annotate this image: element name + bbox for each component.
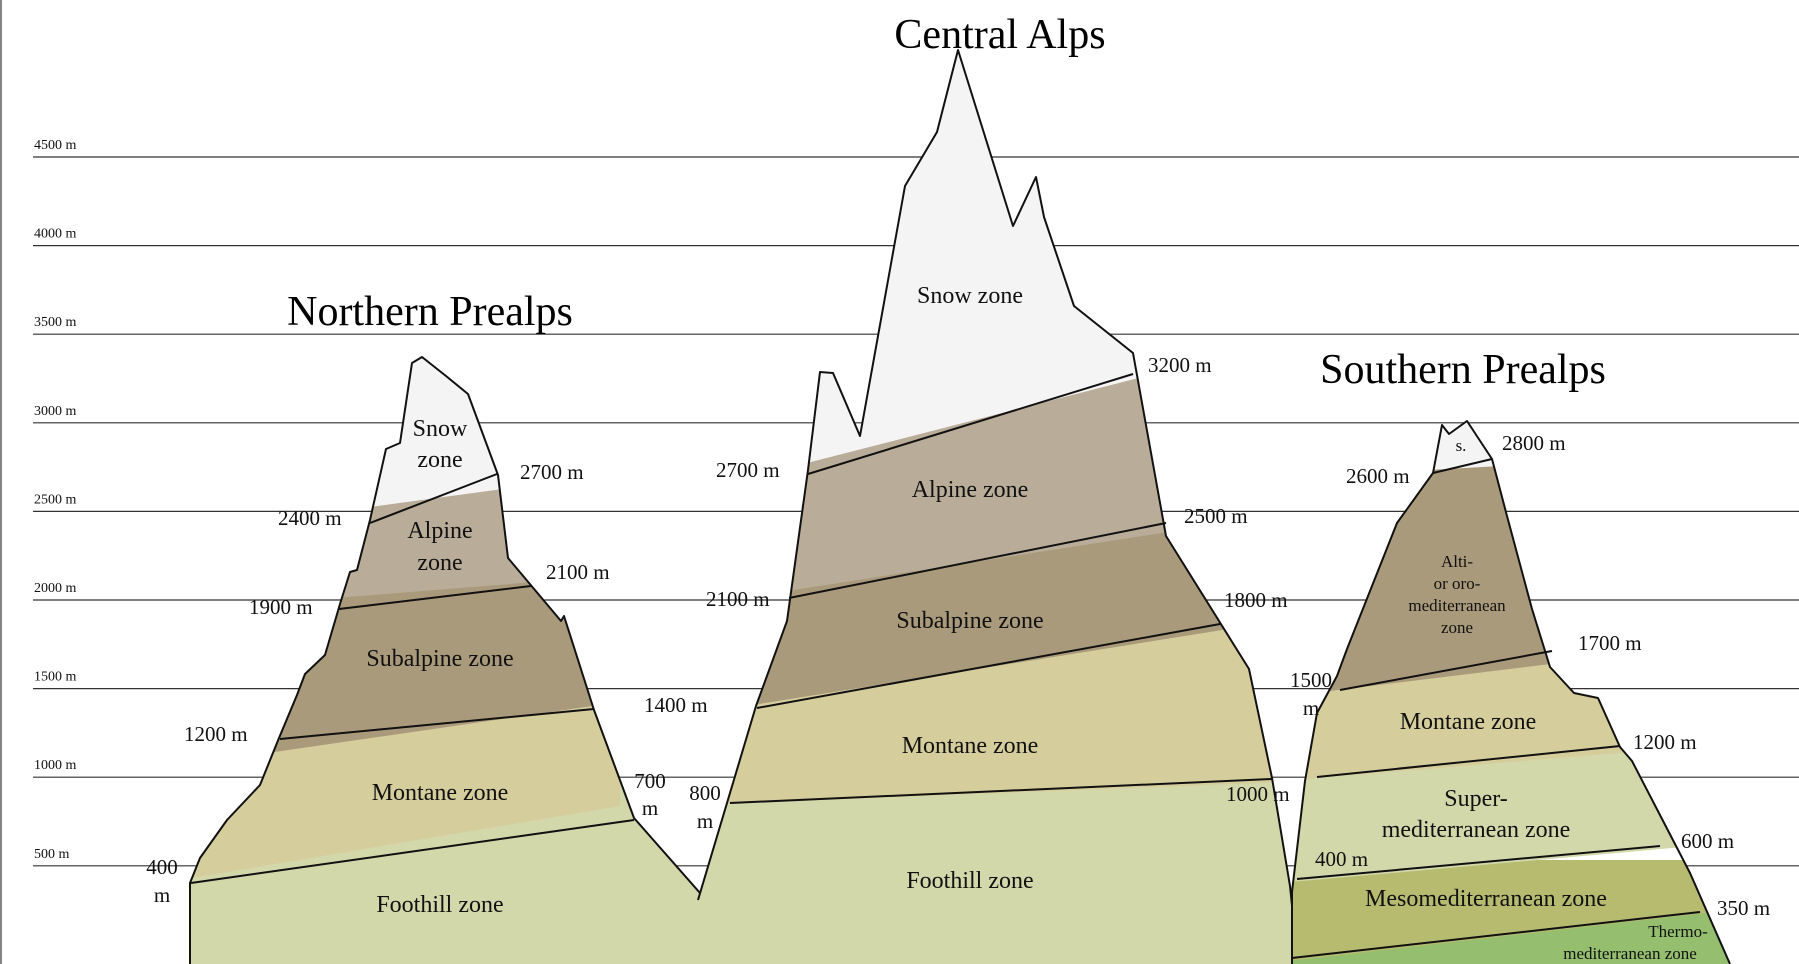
northern-outline — [189, 356, 701, 964]
northern-elev-400: 400 — [146, 855, 178, 879]
central-elev-1400: 1400 m — [644, 693, 708, 717]
southern-alti-label-2: or oro- — [1434, 574, 1481, 593]
northern-elev-400-unit: m — [154, 883, 170, 907]
southern-alti-label-4: zone — [1441, 618, 1473, 637]
northern-boundary-snow — [369, 473, 498, 524]
southern-elev-1500-unit: m — [1303, 696, 1319, 720]
central-boundary-subalpine — [756, 623, 1221, 709]
northern-boundary-subalpine — [279, 708, 595, 740]
southern-supermediterranean-band — [1292, 740, 1730, 883]
southern-elev-1700: 1700 m — [1578, 631, 1642, 655]
northern-snow-label: Snow — [413, 416, 468, 442]
central-subalpine-label: Subalpine zone — [896, 608, 1043, 634]
southern-outline — [1291, 420, 1731, 964]
southern-boundary-snow — [1432, 458, 1493, 474]
y-tick-label: 3000 m — [34, 404, 77, 419]
southern-super-label-2: mediterranean zone — [1382, 817, 1571, 843]
southern-elev-2800: 2800 m — [1502, 431, 1566, 455]
y-tick-label: 1500 m — [34, 670, 77, 685]
y-tick-label: 4000 m — [34, 227, 77, 242]
northern-prealps-title: Northern Prealps — [287, 289, 573, 335]
northern-alpine-label: Alpine — [407, 518, 472, 544]
y-tick-label: 4500 m — [34, 138, 77, 153]
central-elev-2100: 2100 m — [706, 587, 770, 611]
southern-boundary-alti — [1339, 650, 1553, 691]
y-tick-label: 2500 m — [34, 492, 77, 507]
northern-alpine-label-2: zone — [417, 550, 462, 576]
southern-elev-600: 600 m — [1681, 829, 1734, 853]
southern-meso-label: Mesomediterranean zone — [1365, 886, 1607, 912]
northern-boundary-montane — [190, 819, 635, 884]
southern-elev-2600: 2600 m — [1346, 464, 1410, 488]
northern-montane-label: Montane zone — [372, 780, 509, 806]
central-elev-1000: 1000 m — [1226, 782, 1290, 806]
y-tick-label: 500 m — [34, 847, 70, 862]
y-tick-label: 1000 m — [34, 758, 77, 773]
southern-elev-1200: 1200 m — [1633, 730, 1697, 754]
southern-snow-label: s. — [1456, 436, 1467, 455]
central-elev-2500: 2500 m — [1184, 504, 1248, 528]
southern-alti-label: Alti- — [1441, 552, 1473, 571]
southern-prealps-title: Southern Prealps — [1320, 347, 1606, 393]
northern-elev-2100: 2100 m — [546, 560, 610, 584]
northern-elev-2700: 2700 m — [520, 460, 584, 484]
southern-alti-label-3: mediterranean — [1408, 596, 1506, 615]
central-elev-2700: 2700 m — [716, 458, 780, 482]
northern-snow-label-2: zone — [417, 447, 462, 473]
central-elev-800: 800 — [689, 781, 721, 805]
southern-elev-1500: 1500 — [1290, 668, 1332, 692]
southern-mesomediterranean-band — [1292, 860, 1730, 962]
central-boundary-alpine — [788, 522, 1167, 599]
y-tick-label: 3500 m — [34, 315, 77, 330]
northern-elev-700-unit: m — [642, 796, 658, 820]
central-snow-label: Snow zone — [917, 283, 1023, 309]
central-boundary-montane — [729, 778, 1273, 804]
southern-thermo-label: Thermo- — [1648, 922, 1708, 941]
northern-elev-1900: 1900 m — [249, 595, 313, 619]
central-elev-3200: 3200 m — [1148, 353, 1212, 377]
central-montane-label: Montane zone — [902, 733, 1039, 759]
southern-elev-350: 350 m — [1717, 896, 1770, 920]
northern-subalpine-label: Subalpine zone — [366, 646, 513, 672]
central-alps-title: Central Alps — [894, 12, 1105, 58]
central-elev-800-unit: m — [697, 809, 713, 833]
central-foothill-label: Foothill zone — [906, 868, 1033, 894]
southern-super-label: Super- — [1444, 786, 1508, 812]
northern-elev-1200: 1200 m — [184, 722, 248, 746]
northern-elev-700: 700 — [634, 769, 666, 793]
northern-boundary-alpine — [338, 585, 532, 610]
central-boundary-snow — [807, 373, 1134, 475]
southern-boundary-meso — [1291, 911, 1701, 959]
northern-foothill-label: Foothill zone — [376, 892, 503, 918]
southern-boundary-montane — [1316, 745, 1621, 778]
southern-montane-label: Montane zone — [1400, 709, 1537, 735]
central-outline — [697, 49, 1299, 964]
northern-elev-2400: 2400 m — [278, 506, 342, 530]
southern-boundary-super — [1296, 845, 1661, 880]
southern-elev-400: 400 m — [1315, 847, 1368, 871]
y-tick-label: 2000 m — [34, 581, 77, 596]
central-alpine-label: Alpine zone — [912, 477, 1029, 503]
southern-thermo-label-2: mediterranean zone — [1563, 944, 1697, 963]
central-elev-1800: 1800 m — [1224, 588, 1288, 612]
